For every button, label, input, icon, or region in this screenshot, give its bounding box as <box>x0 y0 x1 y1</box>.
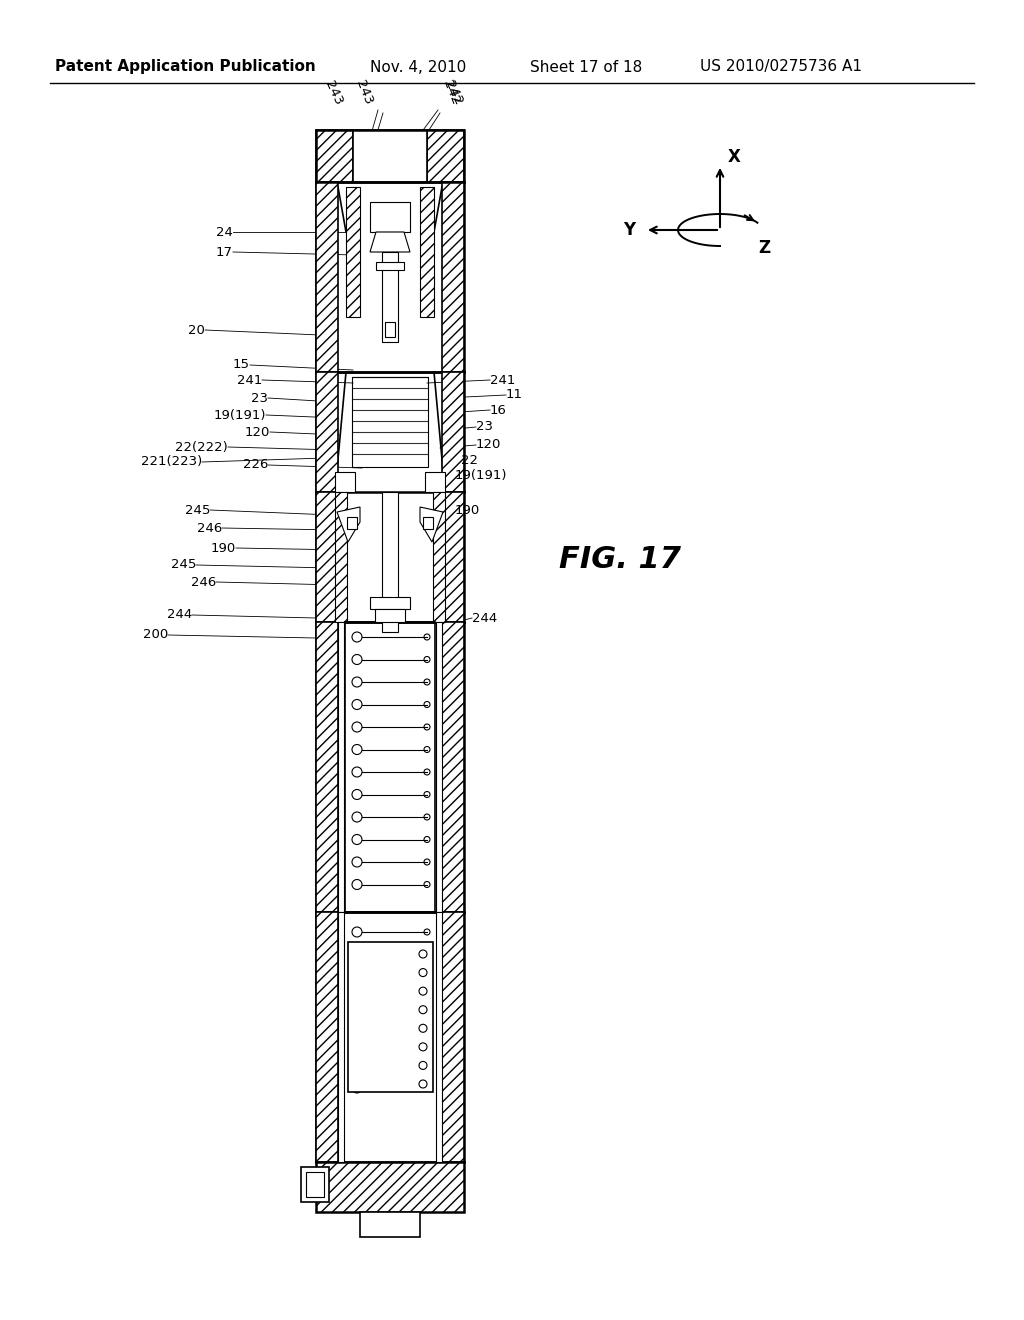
Bar <box>370 597 410 609</box>
Bar <box>316 129 464 182</box>
Bar <box>301 1167 329 1203</box>
Bar <box>352 378 428 467</box>
Text: Nov. 4, 2010: Nov. 4, 2010 <box>370 59 466 74</box>
Text: Z: Z <box>758 239 770 257</box>
Text: 246: 246 <box>190 576 216 589</box>
Text: 22: 22 <box>461 454 478 466</box>
Bar <box>442 622 464 912</box>
Text: 23: 23 <box>476 421 493 433</box>
Bar <box>335 492 347 622</box>
Text: 242: 242 <box>440 79 462 107</box>
Text: 15: 15 <box>233 359 250 371</box>
Bar <box>423 517 433 529</box>
Text: 245: 245 <box>184 503 210 516</box>
Bar <box>425 473 445 492</box>
Text: 246: 246 <box>197 521 222 535</box>
Bar <box>376 261 404 271</box>
Text: 190: 190 <box>211 541 236 554</box>
Bar <box>382 492 398 632</box>
Bar <box>420 187 434 317</box>
Bar <box>433 492 445 622</box>
Text: 19(191): 19(191) <box>455 470 508 483</box>
Bar <box>360 1212 420 1237</box>
Bar <box>442 182 464 372</box>
Text: US 2010/0275736 A1: US 2010/0275736 A1 <box>700 59 862 74</box>
Text: 244: 244 <box>167 609 193 622</box>
Bar <box>338 912 344 1162</box>
Text: 23: 23 <box>251 392 268 404</box>
Text: 11: 11 <box>506 388 523 401</box>
Text: 221(223): 221(223) <box>140 455 202 469</box>
Text: 243: 243 <box>323 78 345 107</box>
Bar <box>442 912 464 1162</box>
Text: 20: 20 <box>188 323 205 337</box>
Text: Y: Y <box>623 220 635 239</box>
Text: 241: 241 <box>237 374 262 387</box>
Bar <box>316 1162 464 1212</box>
Bar <box>442 492 464 622</box>
Bar <box>316 492 338 622</box>
Bar <box>385 322 395 337</box>
Text: 19(191): 19(191) <box>213 408 266 421</box>
Text: X: X <box>728 148 741 166</box>
Bar <box>316 372 338 492</box>
Bar <box>306 1172 324 1197</box>
Bar <box>348 942 433 1092</box>
Bar <box>370 202 410 232</box>
Bar <box>338 622 344 912</box>
Text: 242: 242 <box>442 78 465 107</box>
Bar <box>335 473 355 492</box>
Text: 200: 200 <box>142 628 168 642</box>
Bar <box>346 187 360 317</box>
Bar <box>345 622 435 912</box>
Text: 241: 241 <box>490 374 515 387</box>
Text: 120: 120 <box>245 425 270 438</box>
Text: 190: 190 <box>455 503 480 516</box>
Text: 244: 244 <box>472 611 498 624</box>
Text: 17: 17 <box>216 246 233 259</box>
Bar <box>347 517 357 529</box>
Bar <box>316 622 338 912</box>
Text: 245: 245 <box>171 558 196 572</box>
Text: 120: 120 <box>476 438 502 451</box>
Bar <box>375 609 406 622</box>
Polygon shape <box>337 507 360 543</box>
Text: 24: 24 <box>216 226 233 239</box>
Bar <box>353 129 427 182</box>
Text: 22(222): 22(222) <box>175 441 228 454</box>
Polygon shape <box>420 507 443 543</box>
Text: Patent Application Publication: Patent Application Publication <box>55 59 315 74</box>
Text: 16: 16 <box>490 404 507 417</box>
Polygon shape <box>370 232 410 252</box>
Bar <box>382 252 398 342</box>
Text: 243: 243 <box>353 79 375 107</box>
Bar <box>442 372 464 492</box>
Bar <box>436 622 442 912</box>
Bar <box>316 129 353 182</box>
Bar <box>316 912 338 1162</box>
Text: FIG. 17: FIG. 17 <box>559 545 681 574</box>
Text: 226: 226 <box>243 458 268 471</box>
Text: Sheet 17 of 18: Sheet 17 of 18 <box>530 59 642 74</box>
Bar <box>316 182 338 372</box>
Bar <box>427 129 464 182</box>
Bar <box>436 912 442 1162</box>
